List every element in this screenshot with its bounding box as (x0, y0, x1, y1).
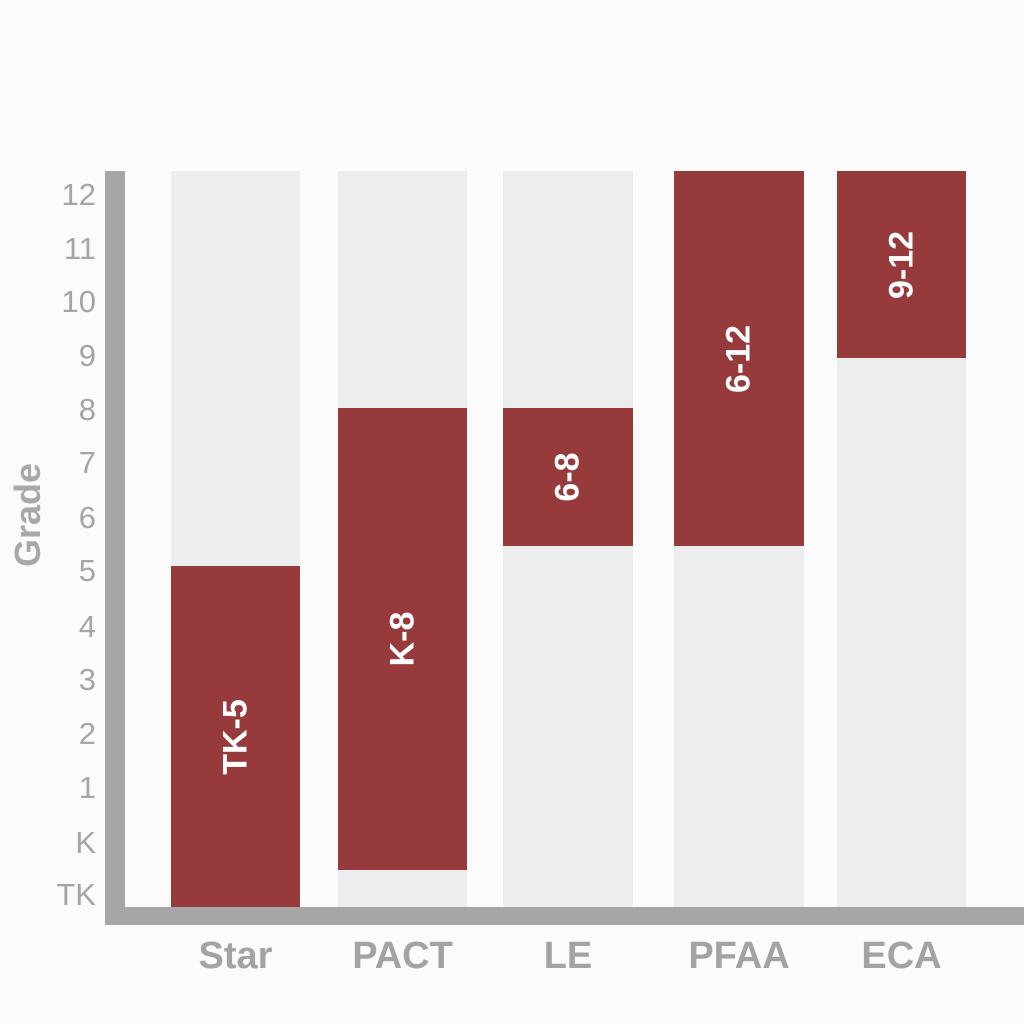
x-tick-label: Star (198, 935, 273, 977)
grade-range-bar: TK-5 (171, 566, 300, 907)
y-tick-label: 11 (63, 231, 96, 266)
x-tick-label: LE (543, 935, 593, 977)
bar-track-star: TK-5 (171, 171, 300, 907)
y-tick-label: 1 (78, 770, 96, 805)
y-tick-label: 12 (61, 177, 96, 212)
y-axis-title: Grade (7, 462, 48, 568)
bar-track-pfaa: 6-12 (674, 171, 804, 907)
grade-range-bar: 6-12 (674, 171, 804, 546)
grade-range-bar: K-8 (338, 408, 467, 870)
y-tick-label: TK (56, 877, 96, 912)
y-tick-label: 4 (78, 609, 96, 644)
x-axis-line (105, 907, 1024, 925)
y-tick-label: 7 (78, 445, 96, 480)
y-tick-label: 9 (78, 338, 96, 373)
bar-range-label: TK-5 (216, 698, 254, 775)
bar-track-pact: K-8 (338, 171, 467, 907)
bar-range-label: 6-8 (548, 452, 587, 502)
x-tick-label: ECA (861, 935, 942, 977)
bar-range-label: 6-12 (719, 324, 758, 393)
grade-range-bar: 6-8 (503, 408, 633, 546)
y-tick-label: 8 (78, 392, 96, 427)
y-tick-label: 3 (78, 662, 96, 697)
y-tick-label: 10 (61, 284, 96, 319)
y-axis-line (105, 171, 125, 925)
grade-range-bar: 9-12 (837, 171, 966, 358)
bar-track-le: 6-8 (503, 171, 633, 907)
y-tick-label: K (75, 825, 96, 860)
y-tick-label: 2 (78, 716, 96, 751)
y-tick-label: 5 (78, 553, 96, 588)
x-tick-label: PFAA (688, 935, 790, 977)
x-tick-label: PACT (352, 935, 453, 977)
bar-range-label: K-8 (383, 611, 421, 667)
bar-track-eca: 9-12 (837, 171, 966, 907)
bar-range-label: 9-12 (882, 230, 920, 299)
y-tick-label: 6 (78, 500, 96, 535)
